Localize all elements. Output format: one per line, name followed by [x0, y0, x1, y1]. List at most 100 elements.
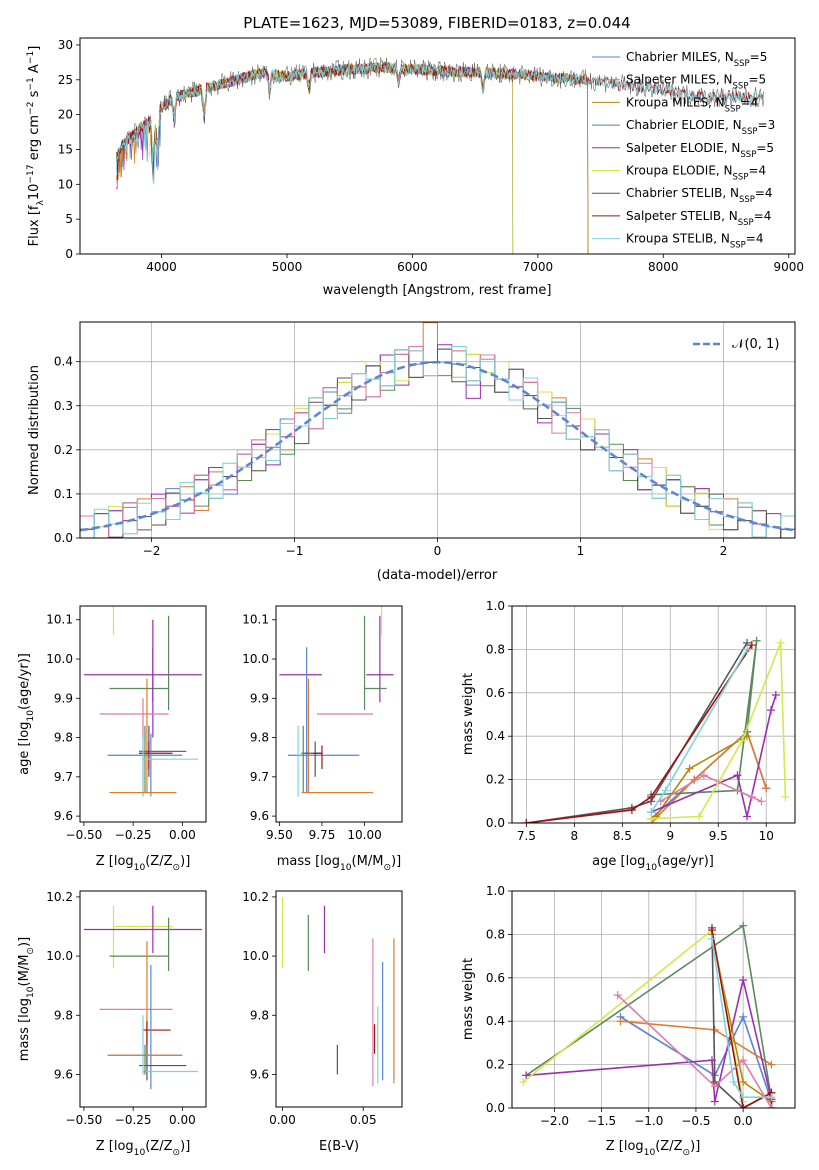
x-tick-label: −0.25: [115, 828, 152, 842]
series-marker: [522, 1071, 531, 1080]
plot-area-mass-vs-Z: [83, 905, 203, 1090]
y-tick-label: 15: [58, 142, 73, 156]
x-tick-label: −0.50: [66, 828, 103, 842]
legend-label: Chabrier MILES, NSSP=5: [626, 50, 767, 69]
series-marker: [747, 792, 756, 801]
y-tick-label: 0.4: [486, 729, 505, 743]
x-tick-label: 4000: [146, 260, 177, 274]
x-axis-label-part: 10: [644, 1148, 656, 1158]
series-marker: [739, 975, 748, 984]
legend-label-sub: SSP: [733, 82, 749, 92]
y-tick-label: 0.0: [54, 531, 73, 545]
y-axis-label: age [log10(age/yr)]: [17, 653, 36, 775]
y-tick-label: 0.1: [54, 487, 73, 501]
y-axis-label-part: )]: [17, 937, 32, 947]
legend-label-main: Kroupa MILES, N: [626, 95, 725, 109]
series-marker: [739, 1077, 748, 1086]
y-axis-label-part: A: [27, 64, 42, 77]
series-marker: [710, 1025, 719, 1034]
y-tick-label: 10.0: [242, 949, 269, 963]
legend-label: Chabrier ELODIE, NSSP=3: [626, 118, 775, 137]
plot-area-massweight-vs-age: [512, 606, 795, 823]
series-line: [522, 928, 744, 1102]
x-tick-label: 8000: [648, 260, 679, 274]
x-axis-label: wavelength [Angstrom, rest frame]: [323, 283, 552, 298]
y-axis-label-part: Flux [f: [27, 205, 42, 246]
x-axis-label-part: 10: [134, 863, 146, 873]
panel-age-vs-mass: 9.50 9.75 10.00 9.6 9.7 9.8 9.9 10.0 10.1 mass [l…: [242, 605, 403, 873]
x-axis-label-part: wavelength [Angstrom, rest frame]: [323, 283, 552, 298]
x-tick-label: 1: [577, 544, 585, 558]
errorbar-point: [109, 615, 170, 711]
legend-label-sub: SSP: [725, 104, 741, 114]
spectrum-line: [116, 61, 514, 254]
series-marker: [519, 1077, 528, 1086]
series-marker: [752, 636, 761, 645]
y-tick-label: 0.4: [486, 1014, 505, 1028]
legend-label-sub: SSP: [740, 150, 756, 160]
errorbar-point: [287, 647, 360, 793]
series-marker: [743, 812, 752, 821]
x-tick-label: 9: [666, 829, 674, 843]
y-tick-label: 10: [58, 177, 73, 191]
axes-frame: [275, 890, 403, 1108]
x-axis-label: Z [log10(Z/Z⊙)]: [606, 1139, 701, 1158]
spectrum-line: [148, 61, 514, 254]
y-axis-label-part: erg cm: [27, 115, 42, 164]
y-axis-label: mass [log10(M/M⊙)]: [17, 937, 36, 1061]
series-marker: [685, 764, 694, 773]
legend-label-sub: SSP: [742, 127, 758, 137]
plot-area-residuals: [80, 322, 795, 538]
y-tick-label: 9.8: [54, 1008, 73, 1022]
x-axis-label-part: Z [log: [96, 1139, 134, 1154]
legend-label: Salpeter ELODIE, NSSP=5: [626, 141, 774, 160]
panel-mass-vs-Z: −0.50 −0.25 0.009.69.810.010.2Z [log10(Z/Z…: [17, 890, 207, 1158]
y-tick-label: 10.2: [46, 890, 73, 904]
series-marker: [707, 934, 716, 943]
x-axis-label-part: )]: [391, 854, 401, 869]
x-axis-label-part: ⊙: [383, 863, 391, 873]
x-axis-label-part: (age/yr)]: [657, 854, 714, 869]
y-tick-label: 0.3: [54, 399, 73, 413]
x-axis-label-part: E(B-V): [319, 1139, 359, 1154]
y-axis-label-part: mass weight: [461, 958, 476, 1040]
y-tick-label: 0.6: [486, 686, 505, 700]
y-axis-label-part: −2: [26, 102, 36, 115]
x-axis-label: age [log10(age/yr)]: [592, 854, 714, 873]
panel-spectrum: 4000 5000 6000 7000 8000 9000 0 5 10 15 20 25 30 wave…: [26, 37, 804, 298]
legend-label-n: =3: [758, 118, 776, 132]
x-axis-label-part: (Z/Z: [145, 1139, 172, 1154]
series-line: [650, 730, 767, 823]
series-line: [711, 938, 772, 1098]
series-marker: [771, 690, 780, 699]
legend-label-main: Salpeter ELODIE, N: [626, 141, 740, 155]
y-tick-label: 0.0: [486, 816, 505, 830]
series-marker: [767, 1093, 776, 1102]
errorbar-point: [143, 1021, 171, 1045]
y-tick-label: 9.6: [54, 1067, 73, 1081]
errorbar-point: [301, 741, 322, 777]
y-tick-label: 9.9: [54, 691, 73, 705]
series-marker: [627, 805, 636, 814]
series-marker: [739, 1093, 748, 1102]
x-axis-label-part: (Z/Z: [145, 854, 172, 869]
x-axis-label-part: Z [log: [96, 854, 134, 869]
plot-area-mass-vs-EBV: [281, 896, 395, 1087]
series-marker: [762, 784, 771, 793]
x-axis-label: (data-model)/error: [377, 568, 498, 583]
y-axis-label-part: mass [log: [17, 998, 32, 1061]
errorbar-point: [380, 606, 383, 636]
series-marker: [710, 1082, 719, 1091]
x-tick-label: 10: [759, 829, 774, 843]
plot-area-age-vs-Z: [83, 606, 203, 797]
y-tick-label: 25: [58, 73, 73, 87]
y-tick-label: 9.6: [250, 1067, 269, 1081]
legend-label-sub: SSP: [738, 218, 754, 228]
errorbar-point: [112, 905, 173, 968]
errorbar-point: [142, 1015, 199, 1075]
y-tick-label: 0.2: [486, 1058, 505, 1072]
axes-frame: [275, 605, 403, 823]
legend-label: Kroupa MILES, NSSP=4: [626, 95, 758, 114]
axes-frame: [79, 37, 796, 255]
